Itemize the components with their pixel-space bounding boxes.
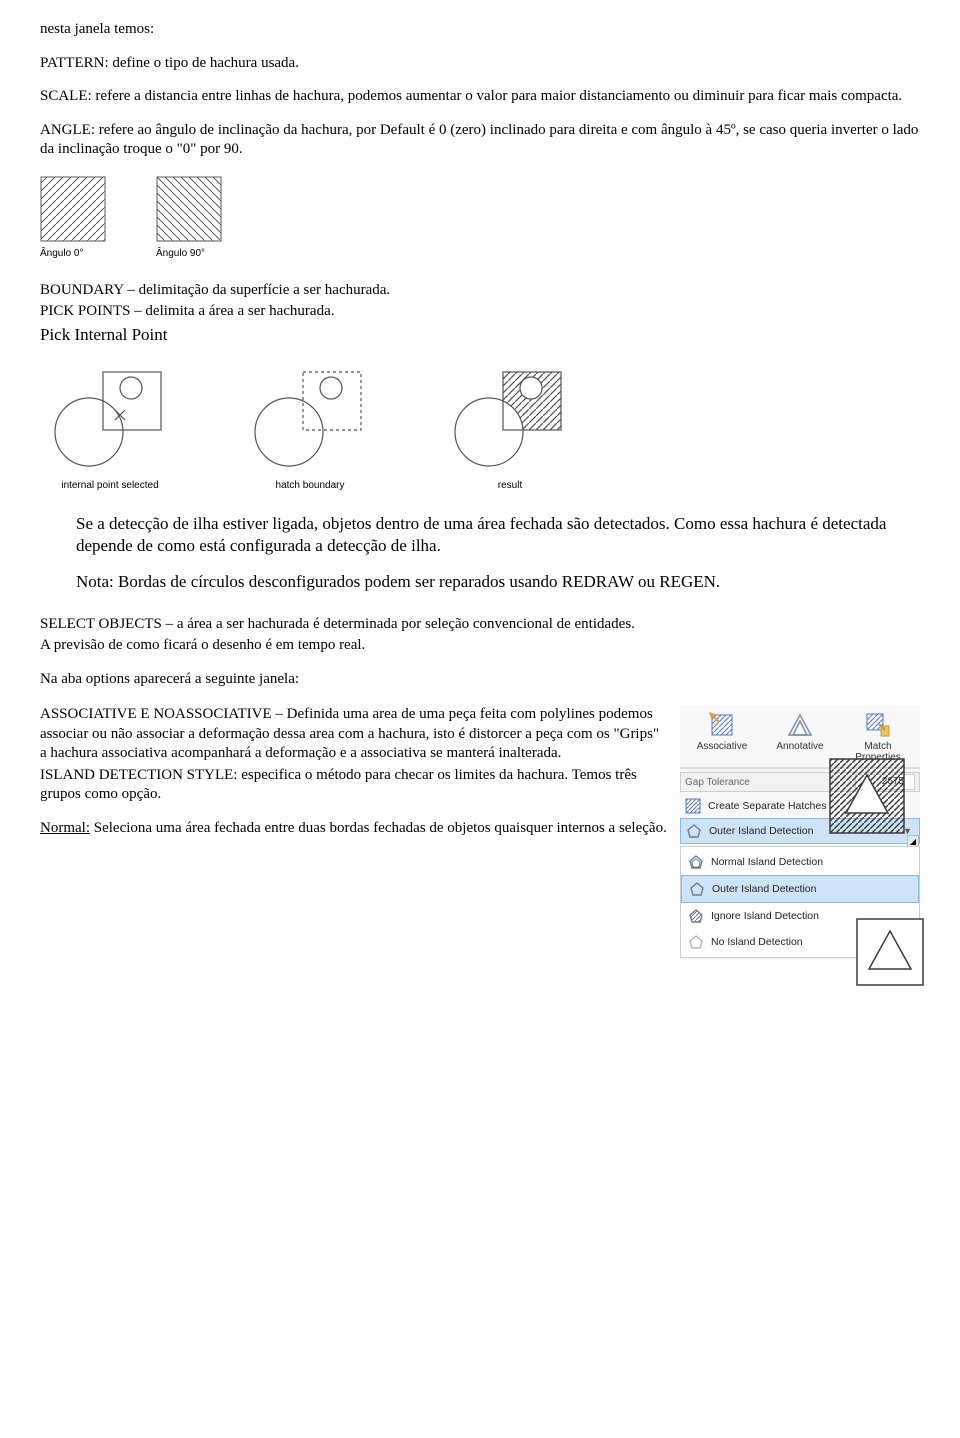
outer-island-selected-label: Outer Island Detection — [709, 825, 813, 837]
ignore-island-icon — [687, 907, 705, 925]
angle-figure: Ângulo 0° Ângulo 90° — [40, 176, 920, 259]
angle-0-block: Ângulo 0° — [40, 176, 106, 259]
pick-boundary-svg — [245, 360, 375, 470]
angle-0-label: Ângulo 0° — [40, 248, 83, 259]
select-p2: A previsão de como ficará o desenho é em… — [40, 636, 920, 656]
no-island-icon — [687, 933, 705, 951]
normal-island-icon — [687, 853, 705, 871]
assoc-p3-body: Seleciona uma área fechada entre duas bo… — [90, 820, 667, 836]
pick-boundary-block: hatch boundary — [240, 360, 380, 491]
normal-island-label: Normal Island Detection — [711, 856, 823, 868]
boundary-line3: Pick Internal Point — [40, 324, 920, 346]
outer-island-row[interactable]: Outer Island Detection — [681, 875, 919, 903]
ignore-island-label: Ignore Island Detection — [711, 910, 819, 922]
no-island-row[interactable]: No Island Detection — [681, 929, 919, 955]
pick-result-block: result — [440, 360, 580, 491]
no-island-label: No Island Detection — [711, 936, 803, 948]
associative-icon — [708, 711, 736, 739]
angle-90-label: Ângulo 90° — [156, 248, 205, 259]
assoc-p3-label: Normal: — [40, 820, 90, 836]
island-p1: Se a detecção de ilha estiver ligada, ob… — [76, 513, 900, 557]
pick-internal-block: internal point selected — [40, 360, 180, 491]
pick-boundary-label: hatch boundary — [276, 480, 345, 491]
boundary-line1: BOUNDARY – delimitação da superfície a s… — [40, 281, 920, 301]
angle-def: ANGLE: refere ao ângulo de inclinação da… — [40, 121, 920, 160]
select-p1: SELECT OBJECTS – a área a ser hachurada … — [40, 615, 920, 635]
angle-0-swatch — [40, 176, 106, 242]
pick-internal-label: internal point selected — [61, 480, 158, 491]
pick-internal-svg — [45, 360, 175, 470]
create-separate-row[interactable]: Create Separate Hatches — [680, 794, 920, 818]
boundary-line2: PICK POINTS – delimita a área a ser hach… — [40, 302, 920, 322]
assoc-p3: Normal: Seleciona uma área fechada entre… — [40, 819, 668, 839]
angle-90-block: Ângulo 90° — [156, 176, 222, 259]
assoc-p1: ASSOCIATIVE E NOASSOCIATIVE – Definida u… — [40, 705, 668, 764]
select-p3: Na aba options aparecerá a seguinte jane… — [40, 670, 920, 690]
gap-tolerance-value[interactable]: 2675 — [855, 774, 915, 790]
outer-island-selected-icon — [685, 822, 703, 840]
scale-def: SCALE: refere a distancia entre linhas d… — [40, 87, 920, 107]
island-detection-submenu: Normal Island Detection Outer Island Det… — [680, 846, 920, 958]
match-properties-button[interactable]: Match Properties — [842, 707, 914, 765]
island-p2: Nota: Bordas de círculos desconfigurados… — [76, 571, 900, 593]
create-separate-label: Create Separate Hatches — [708, 800, 826, 812]
angle-90-swatch — [156, 176, 222, 242]
match-properties-icon — [864, 711, 892, 739]
lead-text: nesta janela temos: — [40, 20, 920, 40]
outer-island-icon — [688, 880, 706, 898]
assoc-text-block: ASSOCIATIVE E NOASSOCIATIVE – Definida u… — [40, 705, 668, 852]
gap-tolerance-label: Gap Tolerance — [685, 777, 855, 788]
create-separate-icon — [684, 797, 702, 815]
outer-island-selected-row[interactable]: Outer Island Detection ▼ — [680, 818, 920, 844]
pattern-def: PATTERN: define o tipo de hachura usada. — [40, 54, 920, 74]
annotative-icon — [786, 711, 814, 739]
normal-island-row[interactable]: Normal Island Detection — [681, 849, 919, 875]
gap-tolerance-row[interactable]: Gap Tolerance 2675 — [680, 772, 920, 792]
pick-figure: internal point selected hatch boundary — [40, 360, 920, 491]
annotative-label: Annotative — [776, 741, 823, 752]
pick-result-svg — [445, 360, 575, 470]
outer-island-label: Outer Island Detection — [712, 883, 816, 895]
pick-result-label: result — [498, 480, 522, 491]
annotative-button[interactable]: Annotative — [764, 707, 836, 765]
match-properties-label: Match Properties — [842, 741, 914, 763]
associative-button[interactable]: Associative — [686, 707, 758, 765]
associative-label: Associative — [697, 741, 748, 752]
assoc-p2: ISLAND DETECTION STYLE: especifica o mét… — [40, 766, 668, 805]
options-panel: Associative Annotative — [680, 705, 920, 960]
options-top-icons: Associative Annotative — [680, 705, 920, 768]
ignore-island-row[interactable]: Ignore Island Detection — [681, 903, 919, 929]
